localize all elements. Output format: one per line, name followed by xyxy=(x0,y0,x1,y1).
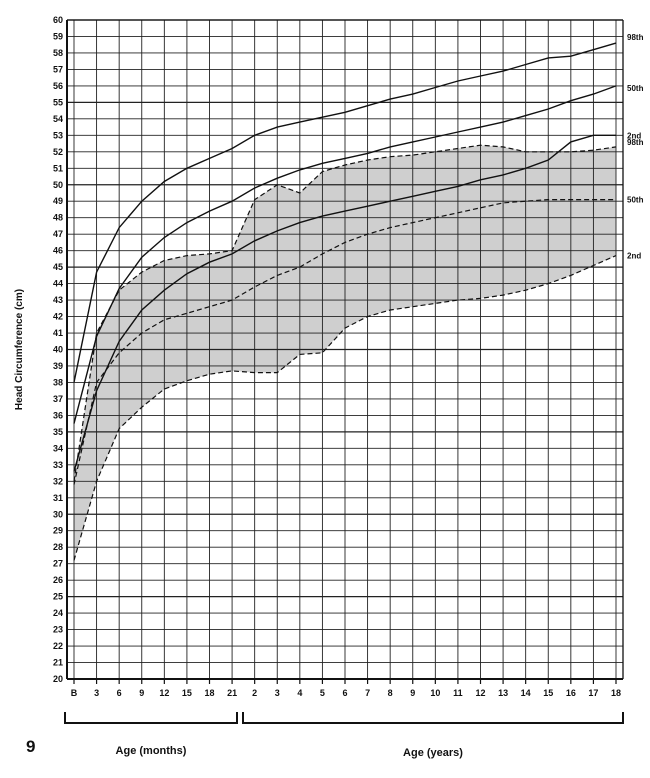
series-label-3: 98th xyxy=(627,138,644,147)
y-tick-label-45: 45 xyxy=(53,262,63,272)
y-tick-label-39: 39 xyxy=(53,361,63,371)
y-tick-label-31: 31 xyxy=(53,493,63,503)
figure-number: 9 xyxy=(26,737,35,756)
x-tick-label-21: 15 xyxy=(543,688,553,698)
y-tick-label-29: 29 xyxy=(53,526,63,536)
x-tick-label-13: 7 xyxy=(365,688,370,698)
x-tick-label-16: 10 xyxy=(430,688,440,698)
y-tick-label-40: 40 xyxy=(53,345,63,355)
y-tick-label-38: 38 xyxy=(53,377,63,387)
y-tick-label-50: 50 xyxy=(53,180,63,190)
y-tick-label-57: 57 xyxy=(53,64,63,74)
series-line-0 xyxy=(73,42,617,383)
y-tick-label-22: 22 xyxy=(53,641,63,651)
y-tick-label-30: 30 xyxy=(53,509,63,519)
y-tick-label-34: 34 xyxy=(53,443,63,453)
y-tick-label-58: 58 xyxy=(53,48,63,58)
y-tick-label-28: 28 xyxy=(53,542,63,552)
x-tick-label-0: B xyxy=(71,688,78,698)
x-tick-label-24: 18 xyxy=(611,688,621,698)
y-tick-label-35: 35 xyxy=(53,427,63,437)
x-tick-label-8: 2 xyxy=(252,688,257,698)
y-tick-label-42: 42 xyxy=(53,312,63,322)
y-tick-label-60: 60 xyxy=(53,15,63,25)
years-bracket xyxy=(242,712,624,724)
grid-lines xyxy=(67,19,623,680)
series-line-2 xyxy=(73,134,616,472)
y-tick-label-32: 32 xyxy=(53,476,63,486)
x-tick-label-19: 13 xyxy=(498,688,508,698)
series-label-4: 50th xyxy=(627,196,644,205)
tick-labels: 98th50th2nd98th50th2nd202122232425262728… xyxy=(14,15,644,759)
months-bracket xyxy=(64,712,238,724)
x-tick-label-5: 15 xyxy=(182,688,192,698)
x-tick-label-22: 16 xyxy=(566,688,576,698)
y-tick-label-53: 53 xyxy=(53,130,63,140)
y-tick-label-51: 51 xyxy=(53,163,63,173)
y-tick-label-56: 56 xyxy=(53,81,63,91)
y-tick-label-20: 20 xyxy=(53,674,63,684)
x-tick-label-15: 9 xyxy=(410,688,415,698)
y-tick-label-54: 54 xyxy=(53,114,63,124)
x-tick-label-6: 18 xyxy=(204,688,214,698)
series-label-0: 98th xyxy=(627,33,644,42)
y-tick-label-24: 24 xyxy=(53,608,63,618)
y-tick-label-41: 41 xyxy=(53,328,63,338)
x-tick-label-7: 21 xyxy=(227,688,237,698)
x-tick-label-23: 17 xyxy=(588,688,598,698)
x-tick-label-3: 9 xyxy=(139,688,144,698)
y-tick-label-33: 33 xyxy=(53,460,63,470)
y-tick-label-52: 52 xyxy=(53,147,63,157)
x-axis-title-years: Age (years) xyxy=(403,747,463,759)
series-label-2: 2nd xyxy=(627,131,641,140)
y-tick-label-48: 48 xyxy=(53,213,63,223)
series-label-5: 2nd xyxy=(627,252,641,261)
series-label-1: 50th xyxy=(627,84,644,93)
y-tick-label-27: 27 xyxy=(53,559,63,569)
y-tick-label-49: 49 xyxy=(53,196,63,206)
x-tick-label-18: 12 xyxy=(475,688,485,698)
y-tick-label-23: 23 xyxy=(53,625,63,635)
x-tick-label-20: 14 xyxy=(521,688,531,698)
y-tick-label-43: 43 xyxy=(53,295,63,305)
series-line-3 xyxy=(73,144,617,482)
y-tick-label-59: 59 xyxy=(53,31,63,41)
y-tick-label-26: 26 xyxy=(53,575,63,585)
series-lines xyxy=(73,42,617,561)
x-tick-label-1: 3 xyxy=(94,688,99,698)
x-tick-label-14: 8 xyxy=(388,688,393,698)
series-line-5 xyxy=(73,255,617,561)
y-tick-label-44: 44 xyxy=(53,279,63,289)
y-tick-label-37: 37 xyxy=(53,394,63,404)
x-axis-title-months: Age (months) xyxy=(116,745,187,757)
y-tick-label-25: 25 xyxy=(53,592,63,602)
x-tick-label-10: 4 xyxy=(297,688,302,698)
y-tick-label-47: 47 xyxy=(53,229,63,239)
axes xyxy=(64,19,624,724)
x-tick-label-17: 11 xyxy=(453,688,463,698)
series-line-4 xyxy=(73,199,616,485)
series-line-1 xyxy=(73,85,617,424)
x-tick-label-4: 12 xyxy=(159,688,169,698)
y-tick-label-55: 55 xyxy=(53,97,63,107)
x-tick-label-11: 5 xyxy=(320,688,325,698)
x-tick-label-12: 6 xyxy=(342,688,347,698)
y-tick-label-46: 46 xyxy=(53,246,63,256)
x-tick-label-9: 3 xyxy=(275,688,280,698)
y-tick-label-21: 21 xyxy=(53,658,63,668)
y-tick-label-36: 36 xyxy=(53,410,63,420)
y-axis-title: Head Circumference (cm) xyxy=(14,289,25,410)
x-tick-label-2: 6 xyxy=(117,688,122,698)
